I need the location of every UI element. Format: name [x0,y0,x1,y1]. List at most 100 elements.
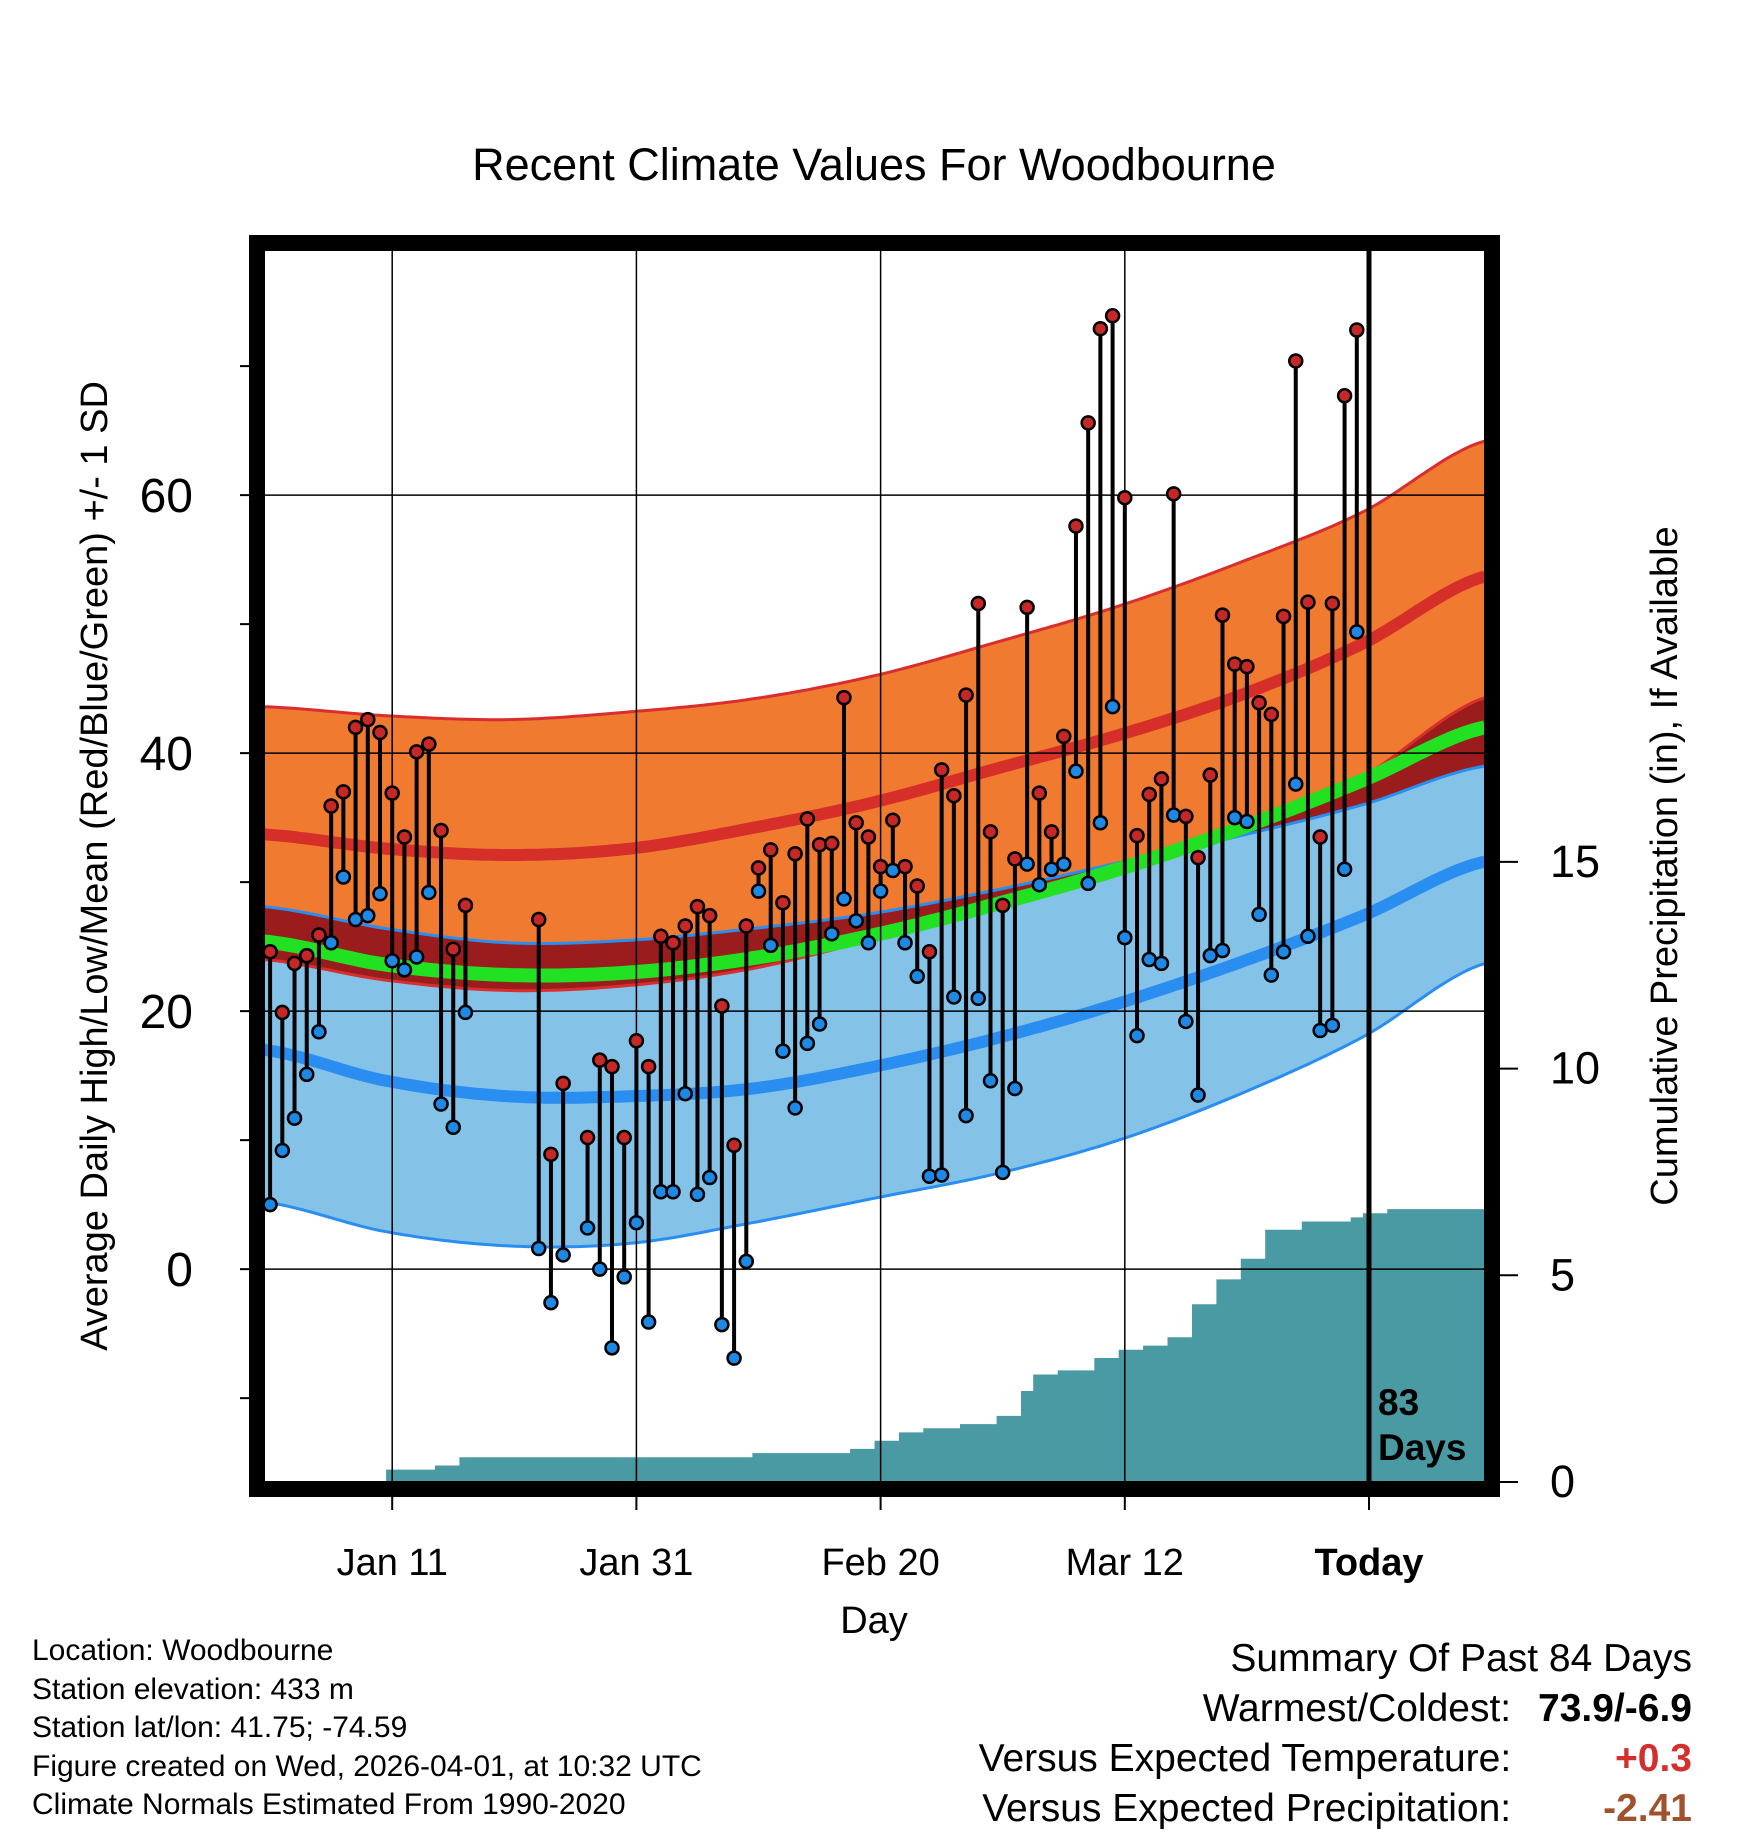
daily-low-point [1031,876,1048,893]
daily-low-point [286,1110,303,1126]
daily-high-point [909,878,925,894]
precipitation-area [264,1209,1485,1482]
daily-high-point [714,998,730,1014]
daily-low-point [750,883,767,899]
daily-high-point [1019,599,1035,616]
daily-high-point [1239,658,1255,675]
temp-value: +0.3 [1615,1737,1692,1780]
daily-high-point [445,941,462,957]
x-tick-label: Today [1314,1542,1423,1584]
daily-low-point [555,1247,571,1263]
daily-low-point [836,891,852,907]
daily-high-point [1190,849,1206,866]
daily-high-point [933,762,950,778]
daily-high-point [1349,322,1365,338]
daily-high-point [1300,594,1316,610]
daily-high-point [457,897,474,914]
daily-high-point [799,811,816,827]
daily-low-point [433,1096,449,1112]
daily-high-point [1263,706,1280,723]
daily-high-point [762,842,779,858]
daily-low-point [264,1196,278,1213]
daily-low-point [311,1024,327,1040]
daily-low-point [372,885,388,902]
daily-low-point [946,989,962,1005]
daily-high-point [1275,608,1292,625]
axes: 0 20 40 60 0 5 10 15 Jan 11 Jan 31 Feb 20 Mar 12 Tod… [140,365,1600,1584]
daily-high-point [311,927,327,943]
daily-high-point [433,822,449,839]
daily-low-point [323,935,339,951]
daily-low-point [1178,1013,1194,1030]
daily-high-point [921,944,938,960]
daily-high-point [616,1129,632,1146]
daily-low-point [579,1220,596,1236]
normal-mean-line [264,720,1485,983]
daily-low-point [933,1167,950,1183]
daily-low-point [1104,698,1121,715]
daily-low-point [1068,763,1084,779]
daily-low-point [640,1314,657,1330]
daily-low-point [775,1043,791,1059]
daily-high-point [530,911,547,928]
daily-high-point [1031,785,1048,801]
x-tick-label: Jan 31 [579,1542,693,1584]
daily-high-point [592,1052,608,1068]
daily-low-point [824,925,840,942]
daily-low-point [860,935,877,951]
daily-high-point [860,829,877,845]
high-sd-upper-edge [264,439,1485,722]
daily-low-point [604,1340,620,1356]
daily-low-point [897,935,913,951]
y-right-tick-label: 5 [1550,1249,1575,1300]
daily-high-point [811,836,828,853]
daily-low-point [1275,944,1292,960]
daily-high-point [1214,607,1231,623]
daily-high-point [360,711,376,728]
daily-low-point [408,949,425,965]
daily-low-point [384,953,400,969]
daily-low-point [628,1214,645,1231]
daily-high-point [1117,489,1133,506]
daily-high-point [1202,767,1219,783]
daily-high-point [298,947,315,964]
daily-low-point [848,913,864,929]
daily-low-point [714,1316,730,1333]
daily-high-point [1129,827,1145,844]
daily-low-point [921,1168,938,1185]
daily-high-point [640,1058,657,1075]
daily-high-point [372,724,388,741]
summary-temp: Versus Expected Temperature: +0.3 [979,1734,1692,1784]
daily-low-point [1287,776,1304,792]
temp-label: Versus Expected Temperature: [978,1737,1512,1780]
daily-high-point [1226,656,1243,672]
daily-low-point [530,1240,547,1257]
daily-high-point [775,895,791,911]
daily-high-point [1251,695,1267,711]
daily-high-point [264,944,278,960]
latlon-text: Station lat/lon: 41.75; -74.59 [32,1711,408,1744]
daily-low-point [1080,875,1096,892]
x-tick-label: Mar 12 [1066,1542,1184,1584]
daily-low-point [1214,942,1231,959]
daily-low-point [1153,955,1170,972]
daily-low-point [1165,807,1182,823]
station-info: Location: Woodbourne Station elevation: … [32,1632,702,1825]
daily-high-point [1165,486,1182,502]
daily-low-point [787,1100,803,1116]
daily-low-point [1092,815,1109,831]
y-left-tick-label: 0 [166,1244,193,1297]
x-tick-label: Feb 20 [821,1542,939,1584]
daily-high-point [738,918,755,934]
daily-low-point [1056,856,1072,872]
daily-low-point [457,1004,474,1021]
daily-low-point [1263,967,1280,983]
daily-low-point [701,1169,718,1186]
precip-value: -2.41 [1603,1787,1692,1830]
daily-high-point [994,897,1011,914]
summary-panel: Summary Of Past 84 Days Warmest/Coldest:… [979,1634,1692,1834]
daily-low-point [421,884,437,901]
daily-low-point [592,1261,608,1277]
today-days-label: Days [1378,1427,1466,1468]
daily-low-point [738,1253,755,1270]
